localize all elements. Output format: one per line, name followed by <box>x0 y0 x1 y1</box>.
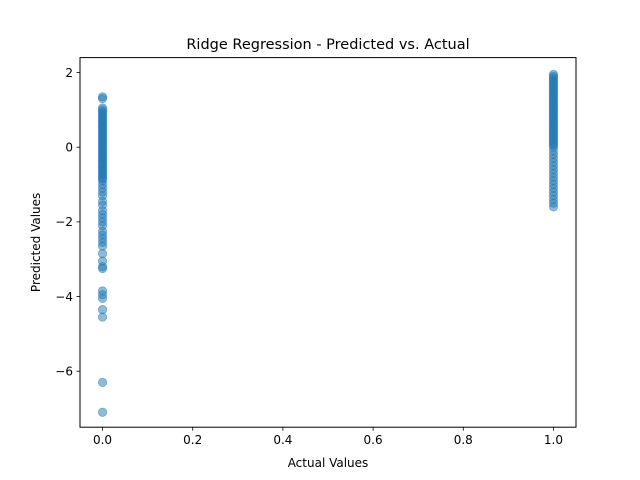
scatter-point <box>97 377 108 387</box>
points-layer <box>97 69 559 417</box>
scatter-point <box>97 263 108 274</box>
y-tick-label: −6 <box>55 365 73 379</box>
x-tick-label: 0.0 <box>93 433 112 447</box>
scatter-point <box>97 407 108 417</box>
x-axis: 0.0 0.2 0.4 0.6 0.8 1.0 <box>93 427 563 447</box>
y-tick-label: −2 <box>55 215 73 229</box>
x-axis-label: Actual Values <box>288 456 369 470</box>
y-axis: −6 −4 −2 0 2 <box>55 66 80 379</box>
chart-title: Ridge Regression - Predicted vs. Actual <box>186 37 469 53</box>
x-tick-label: 0.4 <box>273 433 292 447</box>
x-tick-label: 0.8 <box>454 433 473 447</box>
scatter-point <box>97 312 108 322</box>
scatter-point <box>97 293 108 303</box>
y-tick-label: −4 <box>55 290 73 304</box>
plot-frame <box>79 57 577 428</box>
x-tick-label: 0.6 <box>364 433 383 447</box>
scatter-point <box>548 202 559 212</box>
y-tick-label: 2 <box>65 66 73 80</box>
x-tick-label: 0.2 <box>183 433 202 447</box>
y-axis-label: Predicted Values <box>29 193 43 292</box>
scatter-point <box>97 94 108 104</box>
x-tick-label: 1.0 <box>544 433 563 447</box>
y-tick-label: 0 <box>65 141 73 155</box>
